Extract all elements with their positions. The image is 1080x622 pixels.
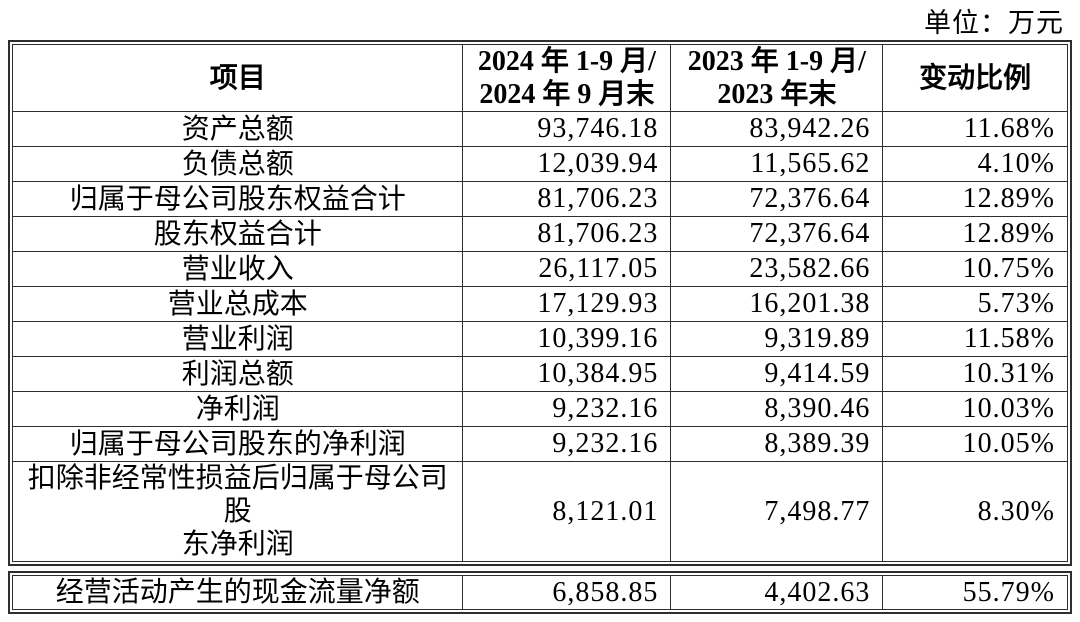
row-change-percent: 10.31% — [882, 356, 1068, 392]
row-item-label: 归属于母公司股东权益合计 — [11, 181, 464, 217]
table-row: 净利润 9,232.16 8,390.46 10.03% — [11, 391, 1068, 427]
row-item-label: 营业利润 — [11, 321, 464, 357]
row-value-2023: 4,402.63 — [670, 575, 884, 610]
row-value-2024: 93,746.18 — [462, 111, 672, 147]
row-item-label: 利润总额 — [11, 356, 464, 392]
row-value-2023: 8,389.39 — [670, 426, 884, 462]
table-row: 经营活动产生的现金流量净额 6,858.85 4,402.63 55.79% — [11, 575, 1068, 610]
financial-summary-grid: 项目 2024 年 1-9 月/ 2024 年 9 月末 2023 年 1-9 … — [11, 44, 1068, 562]
row-change-percent: 10.05% — [882, 426, 1068, 462]
row-value-2023: 72,376.64 — [670, 181, 884, 217]
row-value-2024: 12,039.94 — [462, 146, 672, 182]
unit-label: 单位：万元 — [924, 8, 1064, 38]
col-header-period-2023: 2023 年 1-9 月/ 2023 年末 — [670, 44, 884, 112]
row-item-label: 营业总成本 — [11, 286, 464, 322]
row-change-percent: 11.68% — [882, 111, 1068, 147]
row-change-percent: 4.10% — [882, 146, 1068, 182]
row-item-label: 经营活动产生的现金流量净额 — [11, 575, 464, 610]
row-value-2023: 16,201.38 — [670, 286, 884, 322]
row-change-percent: 5.73% — [882, 286, 1068, 322]
row-item-label: 营业收入 — [11, 251, 464, 287]
row-value-2024: 10,384.95 — [462, 356, 672, 392]
row-item-label: 负债总额 — [11, 146, 464, 182]
row-item-label: 资产总额 — [11, 111, 464, 147]
table-row: 股东权益合计 81,706.23 72,376.64 12.89% — [11, 216, 1068, 252]
row-change-percent: 10.03% — [882, 391, 1068, 427]
table-row: 资产总额 93,746.18 83,942.26 11.68% — [11, 111, 1068, 147]
table-row: 归属于母公司股东的净利润 9,232.16 8,389.39 10.05% — [11, 426, 1068, 462]
row-change-percent: 12.89% — [882, 181, 1068, 217]
row-value-2023: 8,390.46 — [670, 391, 884, 427]
table-row: 营业利润 10,399.16 9,319.89 11.58% — [11, 321, 1068, 357]
row-value-2023: 23,582.66 — [670, 251, 884, 287]
row-value-2024: 10,399.16 — [462, 321, 672, 357]
cashflow-table: 经营活动产生的现金流量净额 6,858.85 4,402.63 55.79% — [8, 571, 1072, 614]
row-item-label: 股东权益合计 — [11, 216, 464, 252]
row-value-2023: 9,414.59 — [670, 356, 884, 392]
table-row: 利润总额 10,384.95 9,414.59 10.31% — [11, 356, 1068, 392]
row-item-label: 扣除非经常性损益后归属于母公司股 东净利润 — [11, 461, 464, 562]
row-value-2024: 17,129.93 — [462, 286, 672, 322]
row-value-2024: 26,117.05 — [462, 251, 672, 287]
row-change-percent: 8.30% — [882, 461, 1068, 562]
table-row: 负债总额 12,039.94 11,565.62 4.10% — [11, 146, 1068, 182]
row-value-2024: 81,706.23 — [462, 181, 672, 217]
row-change-percent: 12.89% — [882, 216, 1068, 252]
table-row: 营业收入 26,117.05 23,582.66 10.75% — [11, 251, 1068, 287]
header-row: 项目 2024 年 1-9 月/ 2024 年 9 月末 2023 年 1-9 … — [11, 44, 1068, 112]
row-value-2024: 81,706.23 — [462, 216, 672, 252]
row-value-2023: 9,319.89 — [670, 321, 884, 357]
col-header-period-2024: 2024 年 1-9 月/ 2024 年 9 月末 — [462, 44, 672, 112]
row-item-label: 净利润 — [11, 391, 464, 427]
cashflow-grid: 经营活动产生的现金流量净额 6,858.85 4,402.63 55.79% — [11, 575, 1068, 610]
row-value-2023: 83,942.26 — [670, 111, 884, 147]
row-change-percent: 10.75% — [882, 251, 1068, 287]
row-value-2024: 9,232.16 — [462, 426, 672, 462]
row-value-2023: 11,565.62 — [670, 146, 884, 182]
row-change-percent: 11.58% — [882, 321, 1068, 357]
row-change-percent: 55.79% — [882, 575, 1068, 610]
table-row: 营业总成本 17,129.93 16,201.38 5.73% — [11, 286, 1068, 322]
row-item-label: 归属于母公司股东的净利润 — [11, 426, 464, 462]
row-value-2023: 7,498.77 — [670, 461, 884, 562]
row-value-2024: 6,858.85 — [462, 575, 672, 610]
col-header-change: 变动比例 — [882, 44, 1068, 112]
table-row: 扣除非经常性损益后归属于母公司股 东净利润 8,121.01 7,498.77 … — [11, 461, 1068, 562]
financial-summary-table: 项目 2024 年 1-9 月/ 2024 年 9 月末 2023 年 1-9 … — [8, 40, 1072, 566]
row-value-2023: 72,376.64 — [670, 216, 884, 252]
row-value-2024: 9,232.16 — [462, 391, 672, 427]
row-value-2024: 8,121.01 — [462, 461, 672, 562]
table-row: 归属于母公司股东权益合计 81,706.23 72,376.64 12.89% — [11, 181, 1068, 217]
col-header-item: 项目 — [11, 44, 464, 112]
